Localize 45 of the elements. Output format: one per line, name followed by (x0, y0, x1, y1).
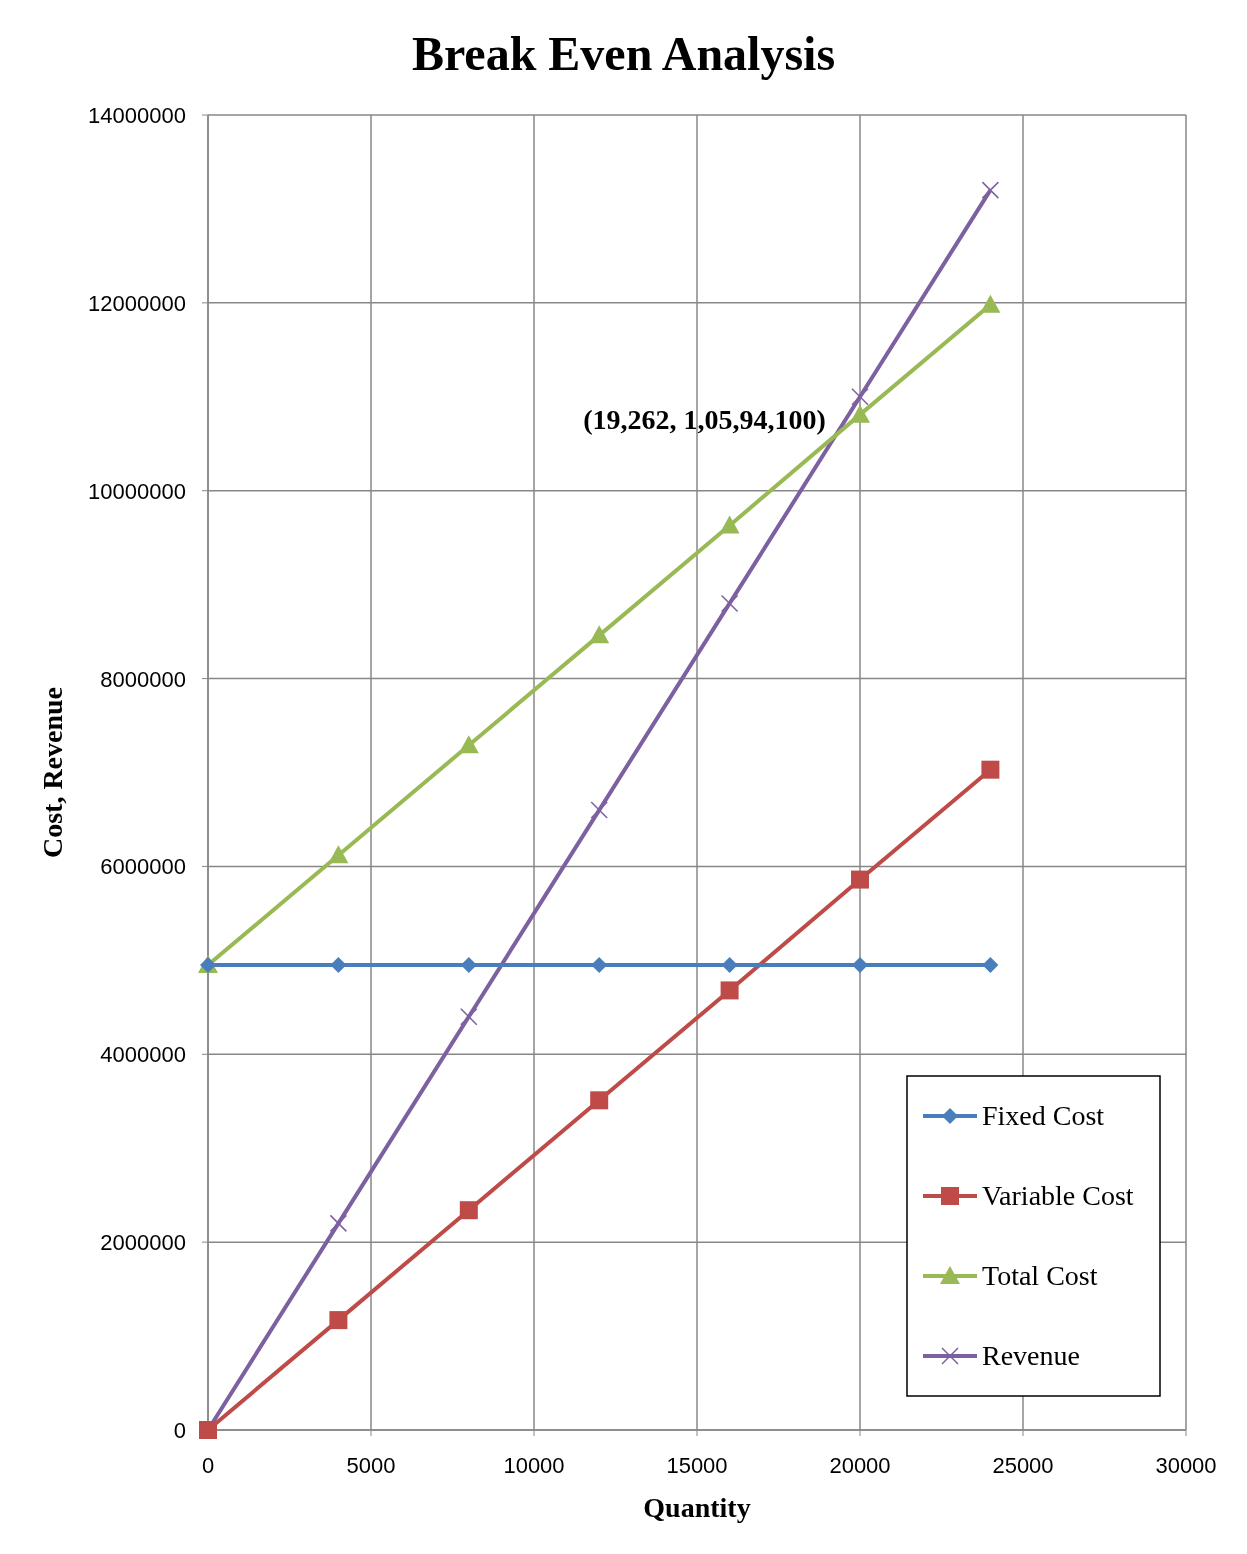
point (720, 594, 739, 613)
y-tick-label: 4000000 (100, 1042, 186, 1068)
point (851, 388, 869, 406)
y-axis-title: Cost, Revenue (37, 686, 68, 859)
point (590, 801, 608, 819)
point (328, 845, 349, 864)
point (850, 404, 870, 423)
point (721, 957, 738, 974)
x-tick-label: 0 (201, 1453, 215, 1478)
point (981, 760, 1000, 779)
point (981, 181, 1000, 199)
y-tick-label: 8000000 (100, 666, 186, 692)
chart-title: Break Even Analysis (411, 27, 836, 80)
point (330, 957, 347, 974)
y-tick-label: 14000000 (88, 103, 186, 128)
legend-label: Fixed Cost (982, 1100, 1105, 1131)
point (590, 1091, 609, 1110)
point (852, 957, 868, 974)
x-tick-label: 15000 (666, 1453, 728, 1478)
y-tick-label: 10000000 (88, 478, 186, 504)
legend-label: Revenue (982, 1340, 1080, 1371)
point (980, 294, 1001, 313)
x-tick-label: 10000 (503, 1453, 565, 1478)
point (459, 1201, 478, 1220)
x-tick-label: 20000 (829, 1453, 891, 1478)
y-tick-label: 12000000 (88, 290, 186, 316)
x-tick-label: 5000 (346, 1453, 396, 1478)
y-tick-label: 6000000 (100, 854, 186, 880)
y-tick-label: 0 (173, 1418, 186, 1443)
point (851, 870, 869, 889)
legend-label: Total Cost (982, 1260, 1098, 1291)
point (329, 1311, 348, 1330)
x-tick-label: 30000 (1155, 1453, 1217, 1478)
point (719, 515, 740, 534)
point (329, 1214, 348, 1233)
annotation: (19,262, 1,05,94,100) (583, 403, 826, 435)
legend-label: Variable Cost (982, 1180, 1134, 1211)
x-tick-label: 25000 (992, 1453, 1054, 1478)
point (589, 625, 610, 644)
point (982, 957, 999, 974)
point (458, 735, 479, 754)
x-axis-title: Quantity (643, 1492, 751, 1523)
point (720, 981, 739, 1000)
point (460, 1007, 478, 1026)
y-tick-label: 2000000 (100, 1230, 186, 1256)
